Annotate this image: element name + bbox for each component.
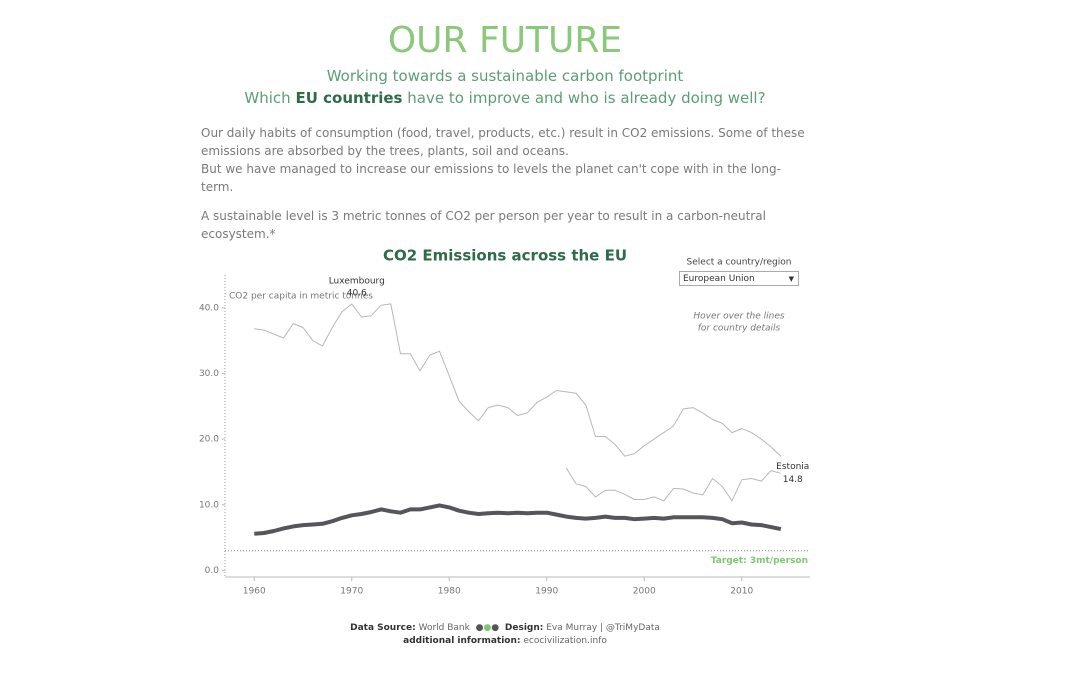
country-dropdown[interactable]: European Union ▼ <box>679 271 799 286</box>
text: Which <box>244 89 291 107</box>
y-tick-label: 10.0 <box>199 500 219 510</box>
annotation-value: 40.6 <box>347 288 367 298</box>
title: OUR FUTURE <box>387 20 623 61</box>
x-tick-label: 2010 <box>730 587 753 597</box>
paragraph: Our daily habits of consumption (food, t… <box>201 126 805 158</box>
x-tick-label: 1960 <box>243 587 266 597</box>
y-tick-label: 0.0 <box>205 566 220 576</box>
annotation-value: 14.8 <box>783 475 803 485</box>
text: EU countries <box>295 89 403 107</box>
hint: for country details <box>698 324 781 334</box>
hint: Hover over the lines <box>693 312 785 322</box>
subtitle: Working towards a sustainable carbon foo… <box>326 67 684 85</box>
target-label: Target: 3mt/person <box>711 556 808 566</box>
series-line <box>565 467 781 502</box>
text: ecocivilization.info <box>523 636 607 646</box>
paragraph: But we have managed to increase our emis… <box>201 162 781 194</box>
label: Design: <box>504 623 544 633</box>
x-tick-label: 1990 <box>535 587 558 597</box>
footer-line: Data Source: World Bank ●●● Design: Eva … <box>0 622 1010 635</box>
footer: Data Source: World Bank ●●● Design: Eva … <box>0 622 1010 648</box>
dropdown-arrow: ▼ <box>788 275 794 283</box>
text: World Bank <box>418 623 470 633</box>
series-line <box>254 503 782 536</box>
y-tick-label: 20.0 <box>199 435 219 445</box>
chart-title: CO2 Emissions across the EU <box>383 247 627 265</box>
label: additional information: <box>403 636 521 646</box>
dot: ● <box>491 623 500 633</box>
intro: Our daily habits of consumption (food, t… <box>201 124 811 243</box>
x-tick-label: 1970 <box>340 587 363 597</box>
control-label: Select a country/region <box>687 258 792 268</box>
y-tick-label: 40.0 <box>199 303 219 313</box>
paragraph: A sustainable level is 3 metric tonnes o… <box>201 209 766 241</box>
footer-line: additional information: ecocivilization.… <box>0 635 1010 648</box>
dot: ● <box>475 623 484 633</box>
dot: ● <box>483 623 492 633</box>
text: Eva Murray | @TriMyData <box>546 623 660 633</box>
x-tick-label: 1980 <box>438 587 461 597</box>
x-tick-label: 2000 <box>633 587 656 597</box>
series-line <box>254 303 782 457</box>
y-axis-label: CO2 per capita in metric tonnes <box>229 292 373 302</box>
y-tick-label: 30.0 <box>199 369 219 379</box>
question: Which EU countries have to improve and w… <box>0 89 1010 107</box>
text: have to improve and who is already doing… <box>407 89 766 107</box>
label: Data Source: <box>350 623 416 633</box>
annotation-name: Luxembourg <box>329 276 385 286</box>
annotation-name: Estonia <box>776 462 809 472</box>
dropdown-value: European Union <box>683 274 755 284</box>
